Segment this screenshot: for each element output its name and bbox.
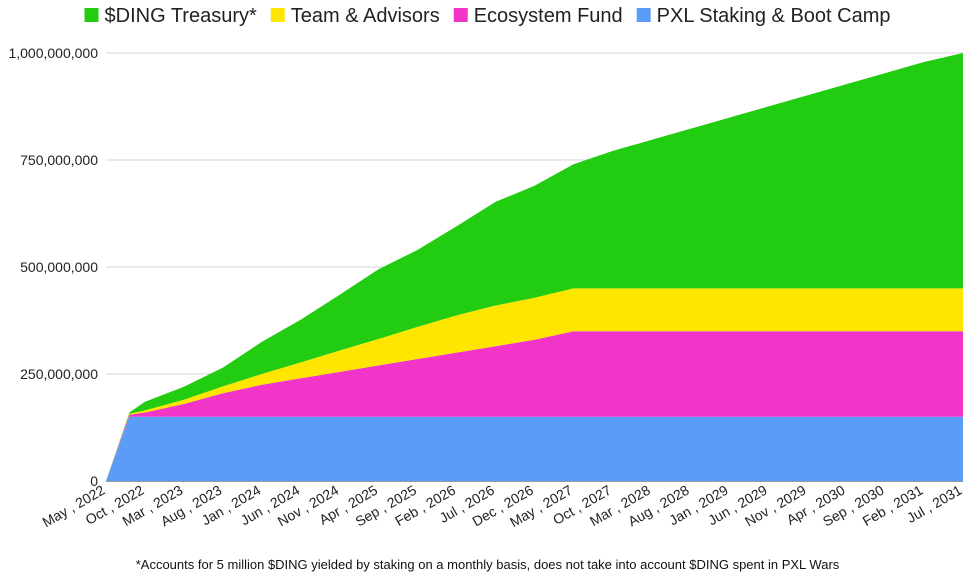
legend-label: PXL Staking & Boot Camp [657,5,891,27]
y-tick-label: 750,000,000 [20,152,98,168]
area-ecosystem-fund [106,331,963,481]
y-tick-label: 0 [90,473,98,489]
y-tick-label: 250,000,000 [20,366,98,382]
legend-swatch [84,8,99,22]
legend-swatch [270,8,285,22]
y-tick-label: 500,000,000 [20,259,98,275]
area-ding-treasury [106,53,963,481]
legend-label: $DING Treasury* [105,5,257,27]
footnote: *Accounts for 5 million $DING yielded by… [135,557,840,572]
area-team-advisors [106,288,963,481]
area-pxl-staking-boot-camp [106,416,963,481]
legend-label: Team & Advisors [291,5,440,27]
legend-swatch [636,8,651,22]
legend-swatch [453,8,468,22]
y-tick-label: 1,000,000,000 [8,45,98,61]
legend-label: Ecosystem Fund [474,5,623,27]
legend: $DING Treasury* Team & Advisors Ecosystem … [84,5,891,27]
